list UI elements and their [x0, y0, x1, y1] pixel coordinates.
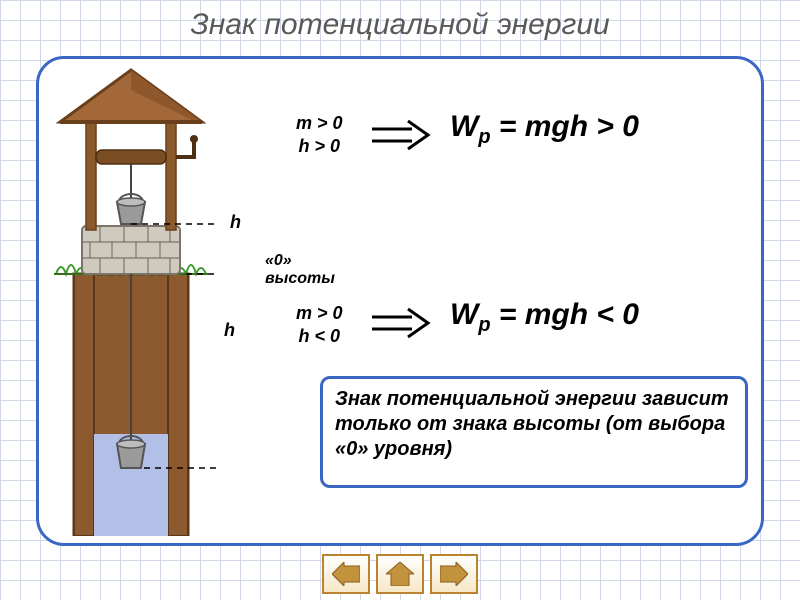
- nav-next-button[interactable]: [430, 554, 478, 594]
- conditions-lower: m > 0 h < 0: [296, 302, 343, 347]
- nav-home-button[interactable]: [376, 554, 424, 594]
- implies-arrow-upper: [368, 118, 438, 152]
- zero-line2: высоты: [265, 270, 335, 287]
- cond-lower-h: h < 0: [299, 326, 341, 346]
- cond-lower-m: m > 0: [296, 303, 343, 323]
- page-title: Знак потенциальной энергии: [0, 8, 800, 42]
- zero-line1: «0»: [265, 252, 292, 269]
- formula-positive: Wp = mgh > 0: [450, 110, 639, 149]
- note-box: Знак потенциальной энергии зависит тольк…: [320, 376, 748, 488]
- label-h-lower: h: [224, 320, 235, 341]
- f2-sub: p: [478, 314, 490, 336]
- f1-post: = mgh > 0: [491, 110, 639, 143]
- arrow-left-icon: [332, 562, 360, 586]
- implies-arrow-lower: [368, 306, 438, 340]
- well-diagram: [46, 64, 216, 536]
- f1-sub: p: [478, 126, 490, 148]
- arrow-right-icon: [440, 562, 468, 586]
- cond-upper-h: h > 0: [299, 136, 341, 156]
- label-h-upper: h: [230, 212, 241, 233]
- f1-pre: W: [450, 110, 478, 143]
- nav-buttons: [0, 554, 800, 594]
- f2-pre: W: [450, 298, 478, 331]
- f2-post: = mgh < 0: [491, 298, 639, 331]
- nav-prev-button[interactable]: [322, 554, 370, 594]
- formula-negative: Wp = mgh < 0: [450, 298, 639, 337]
- label-zero: «0» высоты: [265, 252, 335, 289]
- conditions-upper: m > 0 h > 0: [296, 112, 343, 157]
- cond-upper-m: m > 0: [296, 113, 343, 133]
- home-icon: [386, 562, 414, 586]
